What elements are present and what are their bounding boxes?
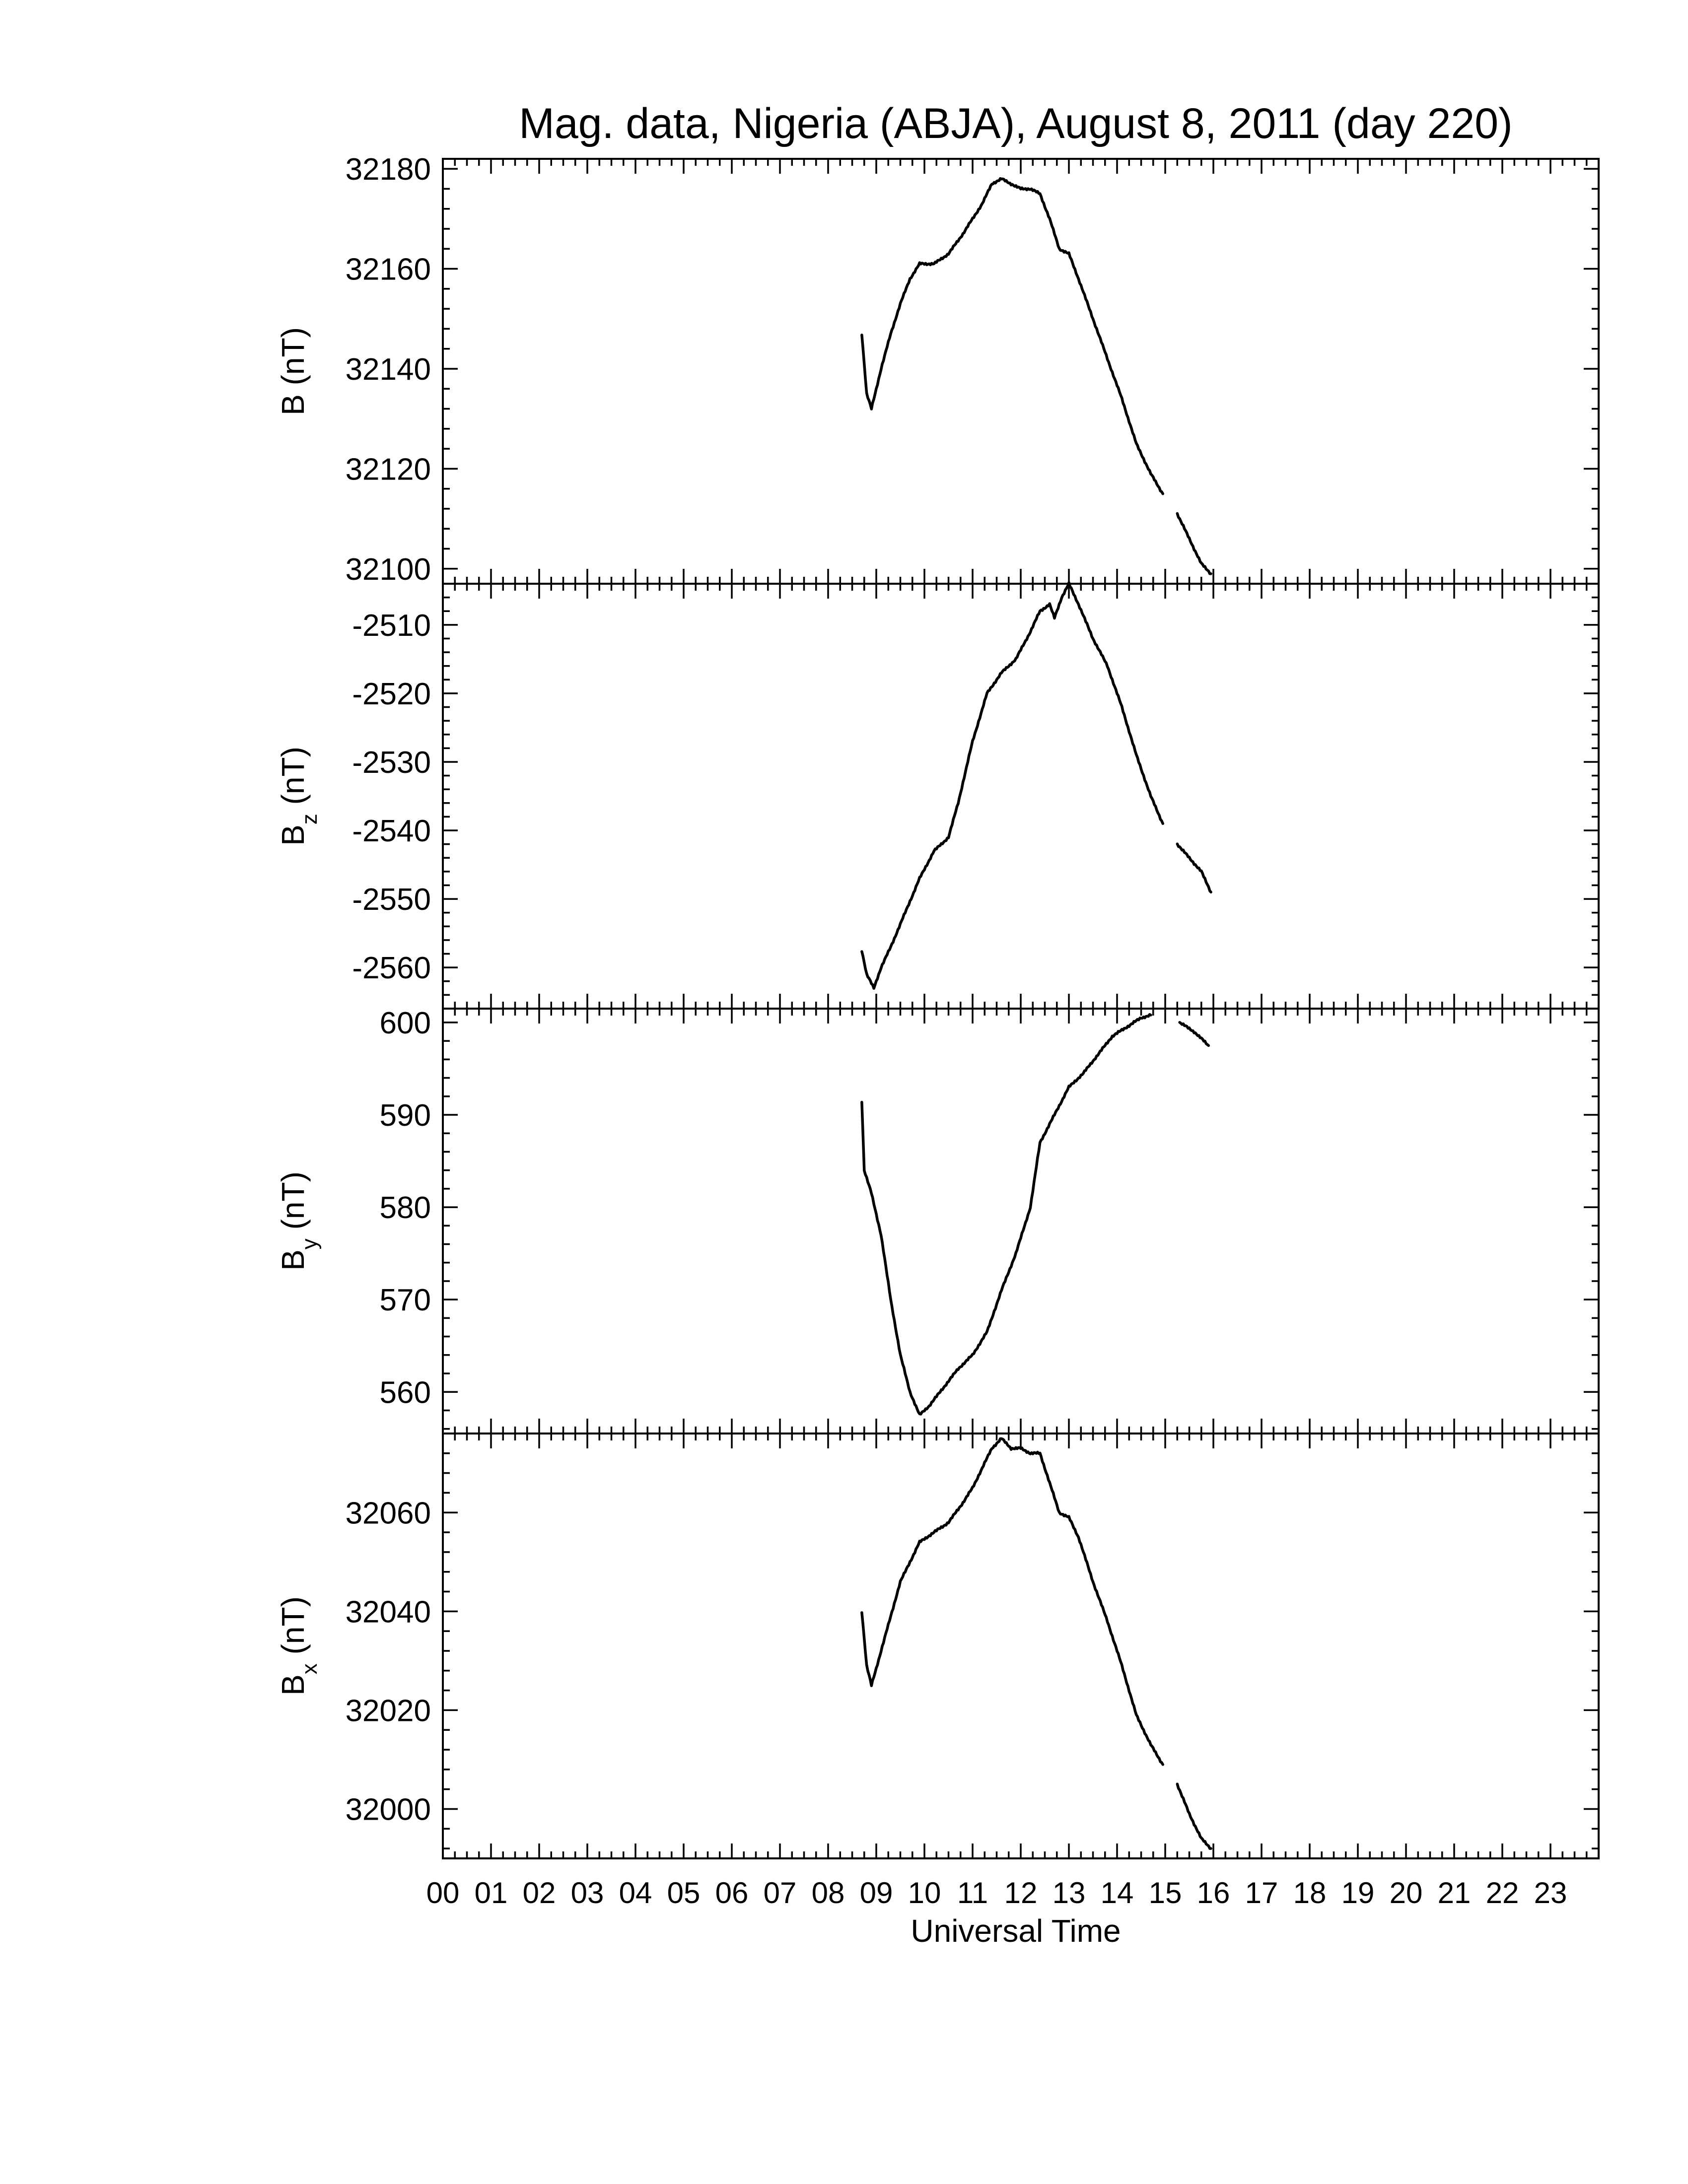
x-tick-label: 11 [957, 1876, 988, 1910]
x-tick-label: 06 [715, 1876, 749, 1910]
x-tick-label: 22 [1486, 1876, 1519, 1910]
x-tick-label: 00 [426, 1876, 460, 1910]
y-tick-label: 32060 [346, 1496, 431, 1530]
series-line-Bz [860, 581, 1164, 990]
y-tick-label: -2550 [352, 883, 431, 917]
panel-B: 32100 32120 32140 32160 32180 B (nT) [275, 152, 1600, 587]
x-tick-label: 17 [1245, 1876, 1278, 1910]
series-line-By [860, 1013, 1152, 1416]
x-tick-label: 09 [860, 1876, 893, 1910]
y-axis-label: B (nT) [275, 327, 311, 415]
x-tick-label: 08 [812, 1876, 845, 1910]
y-tick-label: -2520 [352, 677, 431, 711]
y-axis-label: Bx (nT) [275, 1596, 322, 1696]
chart-title: Mag. data, Nigeria (ABJA), August 8, 201… [519, 100, 1512, 147]
y-tick-label: 32000 [346, 1792, 431, 1827]
panel-By: 560 570 580 590 600 By (nT) [275, 1006, 1600, 1434]
x-tick-label: 16 [1197, 1876, 1230, 1910]
y-tick-label: 32020 [346, 1694, 431, 1728]
x-tick-label: 14 [1101, 1876, 1134, 1910]
y-tick-label: -2530 [352, 746, 431, 780]
x-tick-label: 04 [619, 1876, 652, 1910]
y-axis-label-unit: (nT) [275, 327, 311, 394]
y-tick-label: 570 [380, 1283, 431, 1317]
x-tick-label: 01 [475, 1876, 508, 1910]
y-axis-label-subscript: z [297, 814, 322, 824]
y-tick-label: 32160 [346, 253, 431, 287]
panel-frame [442, 1008, 1600, 1434]
x-tick-labels: 00 01 02 03 04 05 06 07 08 09 10 11 12 13 14 15 16 17 18 19… [426, 1876, 1567, 1910]
x-tick-label: 03 [571, 1876, 604, 1910]
x-tick-label: 21 [1438, 1876, 1471, 1910]
x-tick-label: 10 [908, 1876, 941, 1910]
y-tick-label: 32040 [346, 1595, 431, 1629]
y-axis-label-symbol: B [275, 1249, 311, 1271]
x-tick-label: 02 [523, 1876, 556, 1910]
series-line-Bx [860, 1437, 1164, 1766]
y-tick-label: 580 [380, 1191, 431, 1225]
y-axis-label-symbol: B [275, 824, 311, 846]
y-axis-label-subscript: x [297, 1663, 322, 1674]
y-axis-label-unit: (nT) [275, 747, 311, 814]
y-tick-label: -2560 [352, 951, 431, 985]
y-tick-label: -2510 [352, 609, 431, 643]
y-tick-label: 32120 [346, 452, 431, 486]
y-axis-label: By (nT) [275, 1171, 322, 1271]
x-tick-label: 15 [1149, 1876, 1182, 1910]
x-tick-label: 13 [1053, 1876, 1086, 1910]
y-axis-label-subscript: y [297, 1238, 322, 1249]
x-tick-label: 18 [1293, 1876, 1327, 1910]
series-line-B [860, 177, 1164, 495]
series-line-Bx [1176, 1782, 1212, 1850]
x-tick-label: 20 [1390, 1876, 1423, 1910]
series-line-B [1176, 512, 1212, 575]
y-axis-label-unit: (nT) [275, 1596, 311, 1663]
x-axis-label: Universal Time [911, 1913, 1121, 1949]
panel-frame [442, 1433, 1600, 1859]
y-tick-label: 32140 [346, 352, 431, 387]
y-tick-label: 32100 [346, 552, 431, 587]
y-tick-label: -2540 [352, 814, 431, 848]
x-tick-label: 07 [764, 1876, 797, 1910]
y-axis-label-symbol: B [275, 1674, 311, 1696]
y-tick-label: 600 [380, 1006, 431, 1040]
series-line-Bz [1176, 842, 1212, 894]
x-tick-label: 12 [1004, 1876, 1038, 1910]
y-axis-label: Bz (nT) [275, 747, 322, 846]
x-tick-label: 19 [1341, 1876, 1375, 1910]
panel-Bz: -2510 -2520 -2530 -2540 -2550 -2560 Bz (nT) [275, 581, 1600, 1010]
y-tick-label: 560 [380, 1375, 431, 1410]
y-axis-label-unit: (nT) [275, 1171, 311, 1238]
series-line-By [1178, 1021, 1210, 1047]
panel-frame [442, 158, 1600, 585]
x-tick-label: 23 [1534, 1876, 1567, 1910]
y-axis-label-symbol: B [275, 394, 311, 415]
panel-Bx: 32000 32020 32040 32060 Bx (nT) [275, 1433, 1600, 1859]
y-tick-label: 590 [380, 1098, 431, 1133]
x-tick-label: 05 [667, 1876, 701, 1910]
chart-panels: 32100 32120 32140 32160 32180 B (nT) -2510 -252… [275, 152, 1600, 1859]
y-tick-label: 32180 [346, 152, 431, 187]
